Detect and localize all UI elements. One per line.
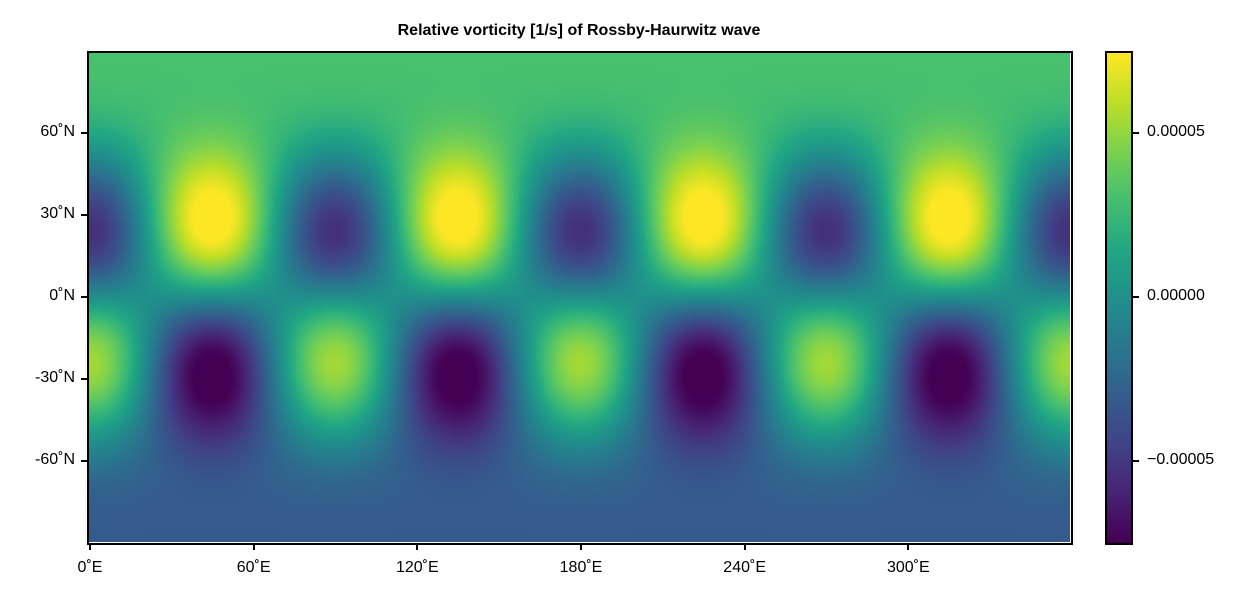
x-tick [743, 544, 746, 550]
colorbar-tick [1131, 459, 1139, 462]
x-tick-label: 120˚E [395, 559, 439, 576]
colorbar-tick-label: 0.00000 [1147, 287, 1205, 304]
x-tick [252, 544, 255, 550]
colorbar [1105, 51, 1133, 545]
colorbar-tick-label: −0.00005 [1147, 450, 1215, 468]
y-tick [81, 213, 88, 216]
x-tick-label: 300˚E [886, 559, 930, 576]
x-tick-label: 0˚E [77, 559, 103, 576]
y-tick [81, 378, 88, 381]
x-tick [89, 544, 91, 550]
y-tick [81, 296, 88, 298]
x-tick [907, 544, 910, 550]
y-tick-label: 60˚N [40, 122, 75, 140]
colorbar-gradient [1107, 53, 1131, 543]
x-tick [580, 544, 582, 550]
x-tick-label: 240˚E [723, 559, 766, 576]
x-tick-label: 180˚E [559, 559, 603, 576]
y-tick [81, 131, 88, 134]
y-tick [81, 460, 88, 463]
y-tick-label: -60˚N [34, 451, 75, 469]
x-tick [416, 544, 419, 550]
chart-title: Relative vorticity [1/s] of Rossby-Haurw… [397, 22, 761, 39]
y-tick-label: 30˚N [40, 204, 75, 222]
colorbar-tick [1131, 296, 1139, 298]
plot-area [88, 52, 1070, 542]
vorticity-heatmap [88, 52, 1070, 542]
y-tick-label: 0˚N [49, 287, 75, 304]
colorbar-tick-label: 0.00005 [1147, 123, 1205, 140]
x-tick-label: 60˚E [236, 559, 271, 576]
colorbar-tick [1131, 132, 1139, 134]
y-tick-label: -30˚N [34, 369, 75, 387]
